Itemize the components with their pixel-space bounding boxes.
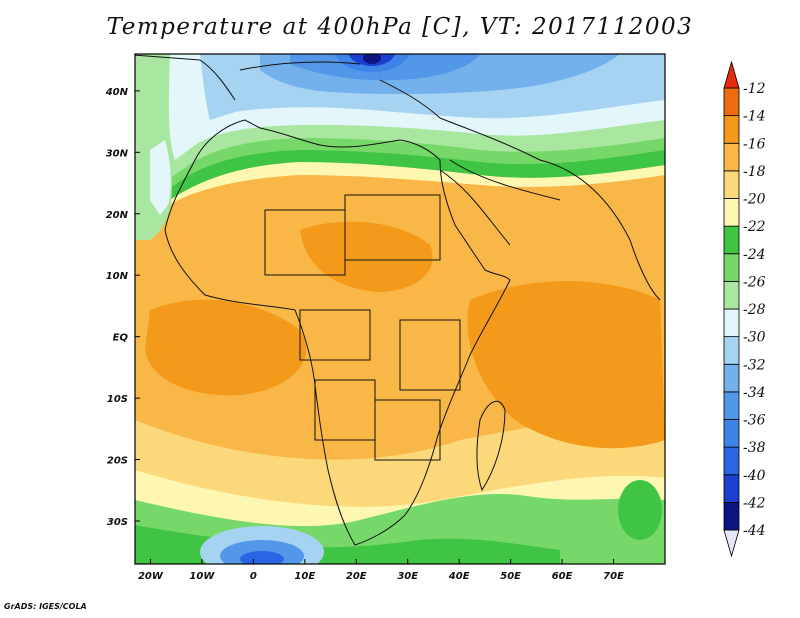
colorbar-max-triangle xyxy=(723,60,740,89)
colorbar-swatch xyxy=(723,115,740,144)
colorbar-label: -38 xyxy=(743,440,766,456)
lat-tick-label: 20N xyxy=(106,210,129,221)
colorbar-label: -28 xyxy=(743,302,766,318)
colorbar-swatch xyxy=(723,198,740,227)
lon-tick-label: 40E xyxy=(448,571,470,582)
lat-tick-label: 10N xyxy=(106,271,129,282)
colorbar-label: -32 xyxy=(743,357,766,373)
lon-tick-label: 60E xyxy=(552,571,573,582)
colorbar-label: -30 xyxy=(743,330,766,346)
lon-tick-label: 70E xyxy=(603,571,624,582)
colorbar-swatch xyxy=(723,474,740,503)
colorbar-label: -16 xyxy=(743,136,766,152)
longitude-axis: 20W 10W 0 10E 20E 30E 40E 50E 60E 70E xyxy=(138,559,624,582)
colorbar-swatch xyxy=(723,501,740,531)
lon-tick-label: 10E xyxy=(294,571,315,582)
colorbar: -44 -42 -40 -38 -36 -34 -32 -30 -28 -26 -24 -22 -20 -… xyxy=(723,60,766,558)
colorbar-label: -12 xyxy=(743,81,766,97)
colorbar-label: -44 xyxy=(743,523,766,539)
colorbar-swatch xyxy=(723,280,740,310)
latitude-axis: 40N 30N 20N 10N EQ 10S 20S 30S xyxy=(105,87,140,528)
colorbar-min-triangle xyxy=(723,529,740,558)
colorbar-label: -22 xyxy=(743,219,766,235)
lon-tick-label: 0 xyxy=(250,571,257,582)
colorbar-label: -20 xyxy=(743,192,766,208)
colorbar-label: -24 xyxy=(743,247,766,263)
colorbar-swatch xyxy=(723,363,740,393)
lon-tick-label: 10W xyxy=(189,571,215,582)
colorbar-label: -42 xyxy=(743,495,766,511)
lat-tick-label: 20S xyxy=(107,456,128,467)
colorbar-swatch xyxy=(723,419,740,448)
coastlines xyxy=(135,54,661,546)
lon-tick-label: 50E xyxy=(500,571,521,582)
lat-tick-label: 30S xyxy=(107,517,128,528)
lat-tick-label: EQ xyxy=(113,333,129,344)
colorbar-swatch xyxy=(723,225,740,255)
colorbar-label: -26 xyxy=(743,274,766,290)
lon-tick-label: 20E xyxy=(346,571,367,582)
lon-tick-label: 20W xyxy=(138,571,164,582)
lat-tick-label: 40N xyxy=(105,87,129,98)
temperature-field xyxy=(135,54,665,564)
map-frame xyxy=(134,53,666,565)
colorbar-label: -18 xyxy=(743,164,766,180)
colorbar-swatch xyxy=(723,170,740,199)
figure-title: Temperature at 400hPa [C], VT: 201711200… xyxy=(106,14,694,40)
grads-credit: GrADS: IGES/COLA xyxy=(4,602,87,611)
colorbar-swatch xyxy=(723,446,740,476)
colorbar-label: -36 xyxy=(743,413,766,429)
lat-tick-label: 10S xyxy=(107,394,128,405)
colorbar-swatch xyxy=(723,308,740,338)
colorbar-swatch xyxy=(723,336,740,365)
colorbar-swatch xyxy=(723,142,740,172)
colorbar-label: -34 xyxy=(743,385,766,401)
lon-tick-label: 30E xyxy=(397,571,418,582)
colorbar-swatch xyxy=(723,391,740,420)
colorbar-label: -40 xyxy=(743,468,766,484)
colorbar-label: -14 xyxy=(743,109,766,125)
lat-tick-label: 30N xyxy=(106,148,129,159)
colorbar-swatch xyxy=(723,253,740,282)
colorbar-swatch xyxy=(723,87,740,117)
